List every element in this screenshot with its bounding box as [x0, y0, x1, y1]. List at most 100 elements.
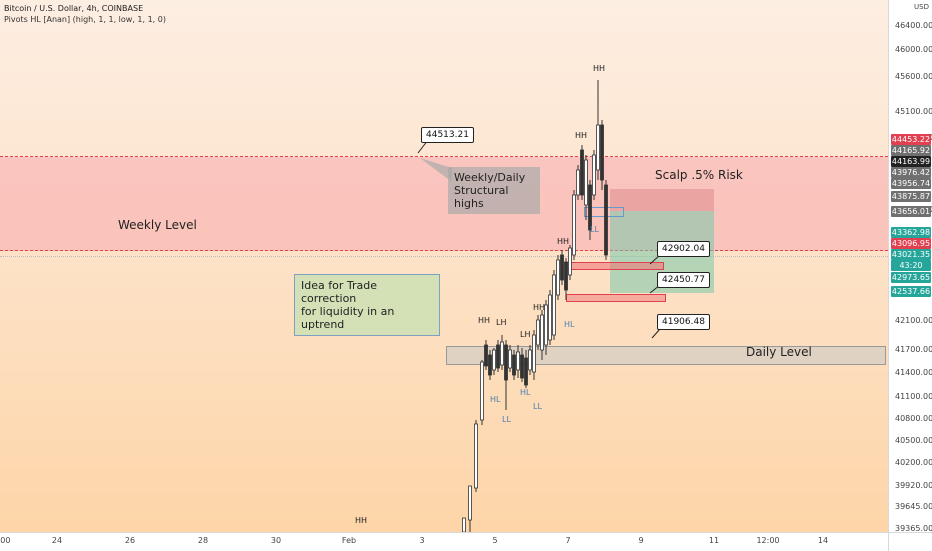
- price-badge: 44165.92: [891, 145, 931, 156]
- scalp-risk-label[interactable]: Scalp .5% Risk: [655, 168, 743, 182]
- candle-body: [528, 349, 532, 371]
- candle-body: [504, 344, 508, 381]
- candle-body: [556, 259, 560, 296]
- legend-symbol[interactable]: Bitcoin / U.S. Dollar, 4h, COINBASE: [4, 4, 144, 13]
- price-tick: 41700.00: [895, 345, 932, 354]
- pivot-lh-2: LH: [520, 330, 531, 339]
- time-tick: 26: [124, 536, 136, 545]
- chart-legend[interactable]: Bitcoin / U.S. Dollar, 4h, COINBASE Pivo…: [4, 3, 166, 25]
- price-tick: 45100.00: [895, 107, 932, 116]
- callout-42450[interactable]: 42450.77: [657, 272, 710, 288]
- time-tick: 12:00: [756, 536, 780, 545]
- callout-42902[interactable]: 42902.04: [657, 241, 710, 257]
- time-tick: 11: [708, 536, 720, 545]
- candle-body: [596, 124, 600, 171]
- pivot-ll-1: LL: [502, 415, 511, 424]
- pivot-hl-2: HL: [520, 388, 531, 397]
- risk-box[interactable]: [610, 189, 714, 211]
- callout-pointer-4: [651, 328, 661, 339]
- price-tick: 39645.00: [895, 502, 932, 511]
- candle-body: [604, 184, 608, 256]
- price-tick: 40500.00: [895, 436, 932, 445]
- pivot-hh-3: HH: [557, 237, 570, 246]
- callout-44513[interactable]: 44513.21: [421, 127, 474, 143]
- weekly-level-label[interactable]: Weekly Level: [118, 218, 197, 232]
- candle-body: [508, 349, 512, 369]
- time-tick: :00: [0, 536, 11, 545]
- time-tick: 24: [51, 536, 63, 545]
- pivot-lh-1: LH: [496, 318, 507, 327]
- candle-body: [536, 319, 540, 346]
- entry-rect: [584, 207, 624, 217]
- support-dotted-line: [0, 256, 888, 257]
- candle-body: [496, 344, 500, 369]
- price-badge: 43976.42: [891, 167, 931, 178]
- candle-body: [568, 247, 572, 276]
- pivot-hh-top: HH: [593, 64, 606, 73]
- axis-corner: [888, 532, 932, 551]
- candles-svg[interactable]: [0, 0, 888, 532]
- weekly-bottom-line[interactable]: [0, 250, 888, 251]
- pivot-ll-3: LL: [590, 225, 599, 234]
- pivot-hh-2: HH: [575, 131, 588, 140]
- candle-body: [516, 351, 520, 371]
- price-tick: 42100.00: [895, 316, 932, 325]
- structural-highs-line1: Weekly/Daily: [454, 171, 526, 184]
- price-badge: 42537.66: [891, 286, 931, 297]
- price-axis[interactable]: USD 46400.0046000.0045600.0045100.004470…: [888, 0, 932, 533]
- pivot-ll-2: LL: [533, 402, 542, 411]
- price-badge: 43656.01: [891, 206, 931, 217]
- price-badge: 43096.95: [891, 238, 931, 249]
- time-tick: 7: [565, 536, 571, 545]
- pivot-hl-1: HL: [490, 395, 501, 404]
- pivot-hl-3: HL: [564, 320, 575, 329]
- candle-body: [552, 274, 556, 336]
- price-badge: 43:20: [891, 260, 931, 271]
- pivot-hh-5: HH: [478, 316, 491, 325]
- price-badge: 43956.74: [891, 178, 931, 189]
- pivot-hh-bottom: HH: [355, 516, 368, 525]
- candle-body: [580, 149, 584, 196]
- pivot-hh-4: HH: [533, 303, 546, 312]
- candle-body: [544, 304, 548, 346]
- candle-body: [512, 354, 516, 376]
- note-pointer: [420, 158, 452, 182]
- time-tick: 3: [419, 536, 425, 545]
- candle-body: [484, 344, 488, 367]
- price-tick: 40800.00: [895, 414, 932, 423]
- price-tick: 41100.00: [895, 392, 932, 401]
- structural-highs-line2: Structural highs: [454, 184, 509, 210]
- daily-level-zone[interactable]: [446, 346, 886, 365]
- time-axis[interactable]: :00 24 26 28 30 Feb 3 5 7 9 11 12:00 14: [0, 532, 888, 551]
- candle-body: [524, 357, 528, 386]
- price-tick: 46400.00: [895, 21, 932, 30]
- candle-body: [592, 154, 596, 196]
- time-tick: 30: [270, 536, 282, 545]
- chart-area[interactable]: HH HH HH HH HH LH LH HL HL HL LL LL LL H…: [0, 0, 888, 532]
- candle-body: [468, 485, 472, 521]
- time-tick: 5: [492, 536, 498, 545]
- price-badge: 43021.35: [891, 249, 931, 260]
- price-badge: 43362.98: [891, 227, 931, 238]
- candle-body: [480, 361, 484, 421]
- time-tick: 28: [197, 536, 209, 545]
- candle-body: [600, 124, 604, 181]
- price-tick: 41400.00: [895, 368, 932, 377]
- currency-label: USD: [914, 3, 929, 11]
- weekly-top-line[interactable]: [0, 156, 888, 157]
- trade-idea-note[interactable]: Idea for Trade correction for liquidity …: [294, 274, 440, 336]
- daily-level-label[interactable]: Daily Level: [746, 345, 812, 359]
- price-badge: 42973.65: [891, 272, 931, 283]
- callout-41906[interactable]: 41906.48: [657, 314, 710, 330]
- candle-body: [576, 169, 580, 196]
- time-tick: 14: [817, 536, 829, 545]
- candle-body: [462, 517, 466, 532]
- price-badge: 44163.99: [891, 156, 931, 167]
- price-tick: 45600.00: [895, 72, 932, 81]
- candle-body: [520, 354, 524, 379]
- structural-highs-note[interactable]: Weekly/Daily Structural highs: [448, 167, 540, 214]
- candle-body: [572, 194, 576, 256]
- legend-indicator[interactable]: Pivots HL [Anan] (high, 1, 1, low, 1, 1,…: [4, 15, 166, 24]
- candle-body: [492, 349, 496, 371]
- candle-body: [532, 334, 536, 373]
